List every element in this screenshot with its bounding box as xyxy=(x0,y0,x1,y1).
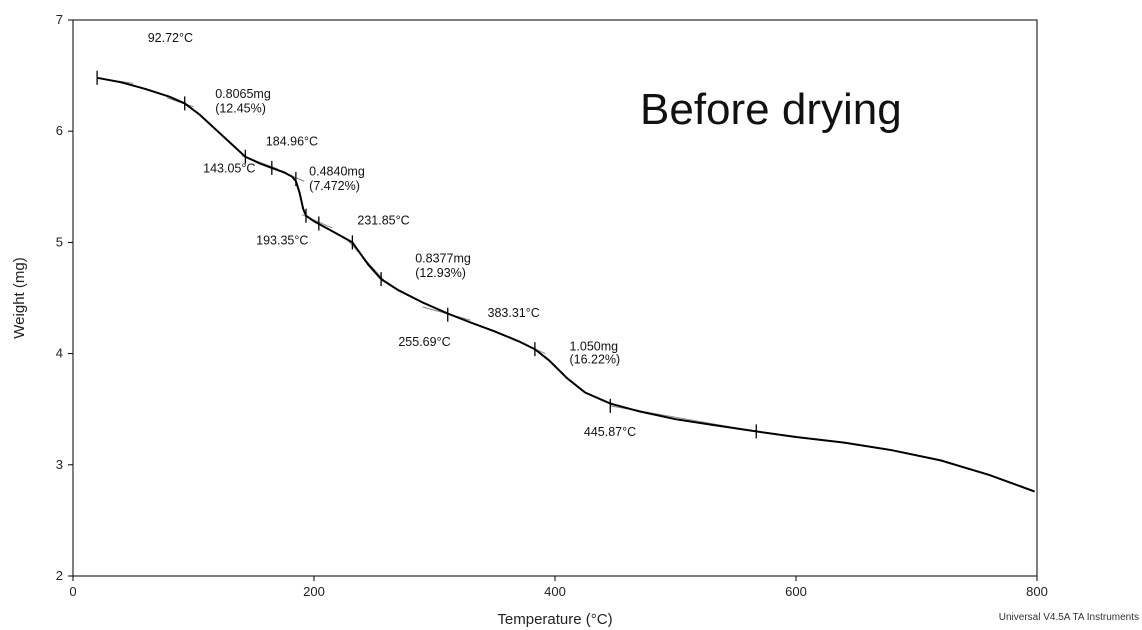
y-axis-label: Weight (mg) xyxy=(11,257,28,338)
step-annotations: 92.72°C 0.8065mg(12.45%) 184.96°C 143.05°C 0… xyxy=(148,31,636,439)
y-tick-label: 7 xyxy=(56,12,63,27)
plot-frame xyxy=(72,19,1038,577)
annotation-label: 193.35°C xyxy=(256,234,308,248)
y-tick-label: 4 xyxy=(56,346,63,361)
x-tick-label: 800 xyxy=(1026,584,1048,599)
annotation-label: 92.72°C xyxy=(148,31,193,45)
x-tick-label: 600 xyxy=(785,584,807,599)
annotation-label: 383.31°C xyxy=(488,306,540,320)
y-tick-label: 5 xyxy=(56,234,63,249)
annotation-label: 445.87°C xyxy=(584,425,636,439)
step-markers xyxy=(96,70,757,439)
x-tick-label: 400 xyxy=(544,584,566,599)
annotation-label: 0.8065mg xyxy=(215,87,271,101)
annotation-label: 255.69°C xyxy=(398,335,450,349)
x-axis-label: Temperature (°C) xyxy=(497,611,612,628)
y-tick-label: 6 xyxy=(56,123,63,138)
annotation-label: (12.93%) xyxy=(415,266,466,280)
x-tick-label: 200 xyxy=(303,584,325,599)
chart-title: Before drying xyxy=(640,85,902,134)
x-tick-label: 0 xyxy=(69,584,76,599)
y-tick-label: 3 xyxy=(56,457,63,472)
weight-curve xyxy=(96,76,1035,493)
annotation-label: (12.45%) xyxy=(215,101,266,115)
annotation-label: 143.05°C xyxy=(203,161,255,175)
y-tick-label: 2 xyxy=(56,568,63,583)
x-axis-ticks: 0 200 400 600 800 xyxy=(69,576,1048,599)
annotation-label: (7.472%) xyxy=(309,179,360,193)
annotation-label: 184.96°C xyxy=(266,135,318,149)
annotation-label: 231.85°C xyxy=(357,214,409,228)
annotation-label: 0.4840mg xyxy=(309,165,365,179)
y-axis-ticks: 2 3 4 5 6 7 xyxy=(56,12,73,583)
annotation-label: 0.8377mg xyxy=(415,251,471,265)
annotation-label: 1.050mg xyxy=(569,339,618,353)
annotation-label: (16.22%) xyxy=(569,353,620,367)
instrument-footer: Universal V4.5A TA Instruments xyxy=(999,612,1139,623)
